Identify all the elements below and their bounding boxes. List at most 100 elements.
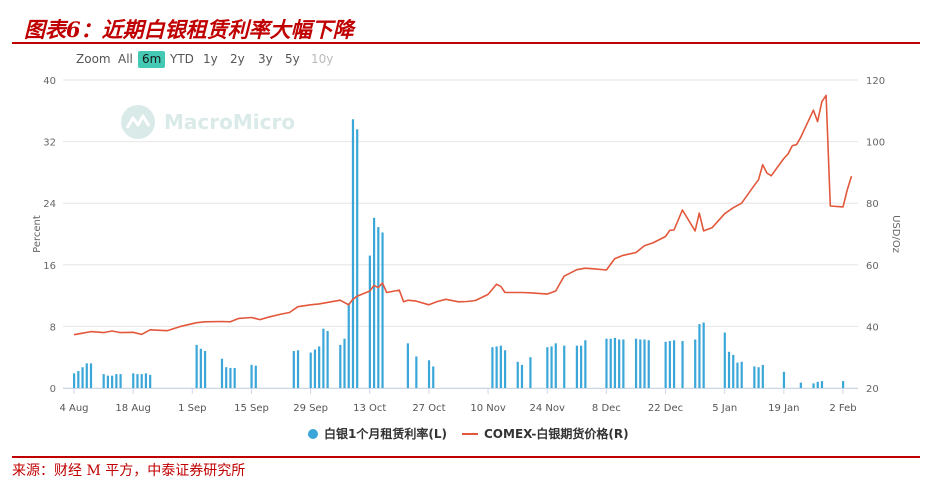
range-button-3y[interactable]: 3y (258, 52, 273, 66)
rate-bar (672, 340, 676, 388)
rate-bar (782, 371, 786, 388)
rate-bar (381, 232, 384, 388)
rate-bar (292, 351, 295, 388)
rate-bar (575, 345, 579, 388)
rate-bar (77, 371, 80, 388)
rate-bar (757, 367, 760, 388)
range-button-2y[interactable]: 2y (230, 52, 245, 66)
left-tick-label: 32 (43, 138, 56, 149)
rate-bar (377, 227, 380, 388)
rate-bar (432, 366, 435, 388)
range-button-ytd[interactable]: YTD (170, 52, 194, 66)
rate-bar (580, 345, 583, 388)
rate-bar (563, 345, 566, 388)
range-button-5y[interactable]: 5y (285, 52, 300, 66)
legend-bar-marker (308, 429, 318, 439)
rate-bar (347, 303, 350, 388)
x-tick-label: 4 Aug (59, 403, 88, 414)
rate-bar (140, 374, 143, 388)
right-tick-label: 100 (866, 138, 885, 149)
right-tick-label: 60 (866, 261, 879, 272)
rate-bar (81, 367, 84, 388)
right-axis-title: USD/Oz (890, 215, 901, 253)
rate-bar (115, 374, 118, 388)
rate-bar (554, 343, 557, 388)
watermark-text: MacroMicro (164, 110, 296, 134)
x-tick-label: 24 Nov (530, 403, 566, 414)
right-tick-label: 40 (866, 322, 879, 333)
range-button-1y[interactable]: 1y (203, 52, 218, 66)
rate-bar (842, 381, 845, 388)
rate-bar (668, 341, 671, 388)
x-tick-label: 19 Jan (768, 403, 799, 414)
x-tick-label: 22 Dec (648, 403, 683, 414)
x-tick-label: 5 Jan (712, 403, 737, 414)
x-tick-label: 13 Oct (353, 403, 386, 414)
range-button-all[interactable]: All (118, 52, 133, 66)
rate-bar (584, 340, 587, 388)
rate-bar (351, 119, 355, 389)
rate-bar (199, 348, 202, 388)
rate-bar (356, 129, 359, 388)
rate-bar (73, 373, 76, 388)
rate-bar (727, 351, 731, 388)
rate-bar (136, 374, 139, 388)
rate-bar (546, 347, 549, 388)
rate-bar (520, 364, 524, 388)
rate-bar (229, 367, 232, 388)
rate-bar (647, 340, 650, 388)
rate-bar (495, 346, 498, 388)
x-tick-label: 10 Nov (470, 403, 506, 414)
x-tick-label: 15 Sep (234, 403, 269, 414)
rate-bar (740, 361, 743, 388)
x-tick-label: 27 Oct (412, 403, 445, 414)
rate-bar (149, 374, 152, 388)
x-tick-label: 1 Sep (178, 403, 206, 414)
left-tick-label: 8 (50, 322, 56, 333)
source-note: 来源：财经 M 平方，中泰证券研究所 (12, 463, 246, 479)
rate-bar (254, 365, 257, 388)
rate-bar (499, 345, 502, 388)
rate-bar (753, 366, 756, 388)
rate-bar (85, 363, 88, 388)
range-button-6m[interactable]: 6m (138, 51, 166, 68)
right-tick-label: 20 (866, 384, 879, 395)
rate-bar (313, 349, 317, 388)
x-tick-label: 18 Aug (115, 403, 150, 414)
rate-bar (812, 383, 815, 388)
rate-bar (613, 337, 617, 388)
left-tick-label: 0 (50, 384, 56, 395)
rate-bar (681, 341, 684, 388)
rate-bar (326, 331, 329, 388)
rate-bar (618, 339, 621, 388)
rate-bar (761, 364, 764, 388)
rate-bar (664, 341, 667, 388)
left-axis-title: Percent (32, 215, 43, 253)
rate-bar (491, 347, 494, 388)
rate-bar (820, 381, 824, 388)
rate-bar (368, 255, 371, 388)
rate-bar (694, 339, 697, 388)
rate-bar (723, 332, 726, 388)
rate-bar (318, 346, 321, 388)
macromicro-logo-icon (121, 105, 155, 139)
rate-bar (225, 367, 228, 388)
chart: 0 8 16 24 32 40 20 40 60 80 100 120 Percent USD/Oz 4 A… (32, 76, 901, 441)
rate-bar (736, 362, 739, 388)
bottom-rule (12, 456, 920, 458)
legend-bar-label: 白银1个月租赁利率(L) (324, 426, 447, 441)
rate-bar (339, 344, 342, 388)
left-tick-label: 16 (43, 261, 56, 272)
rate-bar (503, 350, 507, 388)
silver-price-line (73, 94, 853, 336)
left-tick-label: 40 (43, 76, 56, 87)
rate-bar (639, 339, 642, 388)
title-bar: 图表6：近期白银租赁利率大幅下降 (12, 8, 920, 44)
rate-bar (233, 367, 236, 388)
rate-bar (609, 338, 612, 388)
rate-bar (89, 363, 93, 388)
rate-bar (322, 328, 325, 388)
rate-bar (250, 364, 253, 388)
range-button-10y: 10y (311, 52, 334, 66)
rate-bar (816, 381, 819, 388)
